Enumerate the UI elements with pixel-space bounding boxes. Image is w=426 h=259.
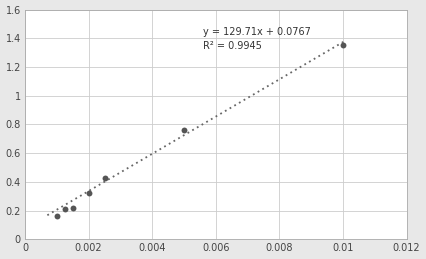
Point — [54, 214, 60, 218]
Point — [61, 207, 68, 211]
Point — [69, 206, 76, 210]
Point — [85, 191, 92, 195]
Point — [101, 175, 108, 179]
Point — [340, 43, 346, 47]
Text: y = 129.71x + 0.0767
R² = 0.9945: y = 129.71x + 0.0767 R² = 0.9945 — [203, 27, 311, 51]
Point — [181, 128, 187, 132]
